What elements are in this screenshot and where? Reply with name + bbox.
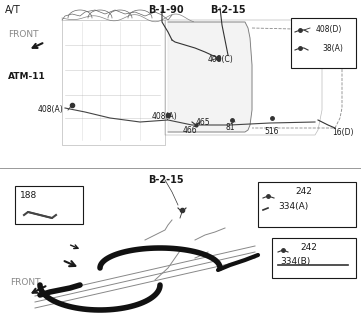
Text: 188: 188: [20, 191, 37, 200]
Text: 334(A): 334(A): [278, 202, 308, 211]
Text: 242: 242: [295, 187, 312, 196]
Text: FRONT: FRONT: [8, 30, 39, 39]
Text: 408(A): 408(A): [38, 105, 64, 114]
Text: 465: 465: [196, 118, 210, 127]
Text: ATM-11: ATM-11: [8, 72, 46, 81]
Text: B-2-15: B-2-15: [148, 175, 184, 185]
Text: 334(B): 334(B): [280, 257, 310, 266]
Text: 408(A): 408(A): [152, 112, 178, 121]
Text: 466: 466: [183, 126, 197, 135]
Text: 16(D): 16(D): [332, 128, 353, 137]
Text: B-2-15: B-2-15: [210, 5, 245, 15]
Text: 81: 81: [225, 123, 235, 132]
Bar: [272, 238, 356, 278]
Text: 408(C): 408(C): [208, 55, 234, 64]
Bar: [15, 186, 83, 224]
Text: 38(A): 38(A): [322, 44, 343, 53]
Bar: [258, 182, 356, 227]
Text: FRONT: FRONT: [10, 278, 40, 287]
Text: B-1-90: B-1-90: [148, 5, 184, 15]
Text: 242: 242: [300, 243, 317, 252]
Text: 408(D): 408(D): [316, 25, 342, 34]
Text: 516: 516: [264, 127, 278, 136]
Polygon shape: [168, 22, 252, 132]
Text: A/T: A/T: [5, 5, 21, 15]
Bar: [291, 18, 356, 68]
